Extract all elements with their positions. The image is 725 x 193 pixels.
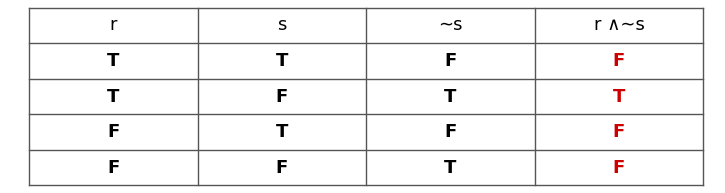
Text: F: F [613,52,625,70]
Text: r: r [109,16,117,35]
Text: T: T [444,158,457,177]
Text: F: F [613,158,625,177]
Text: F: F [276,87,288,106]
Text: T: T [107,87,120,106]
Text: F: F [613,123,625,141]
Text: T: T [276,123,288,141]
Text: F: F [444,123,457,141]
Text: T: T [276,52,288,70]
Text: r ∧∼s: r ∧∼s [594,16,645,35]
Text: s: s [277,16,286,35]
Text: F: F [276,158,288,177]
Text: F: F [107,158,120,177]
Text: T: T [613,87,625,106]
Text: F: F [107,123,120,141]
Text: T: T [444,87,457,106]
Text: ∼s: ∼s [438,16,463,35]
Text: F: F [444,52,457,70]
Text: T: T [107,52,120,70]
